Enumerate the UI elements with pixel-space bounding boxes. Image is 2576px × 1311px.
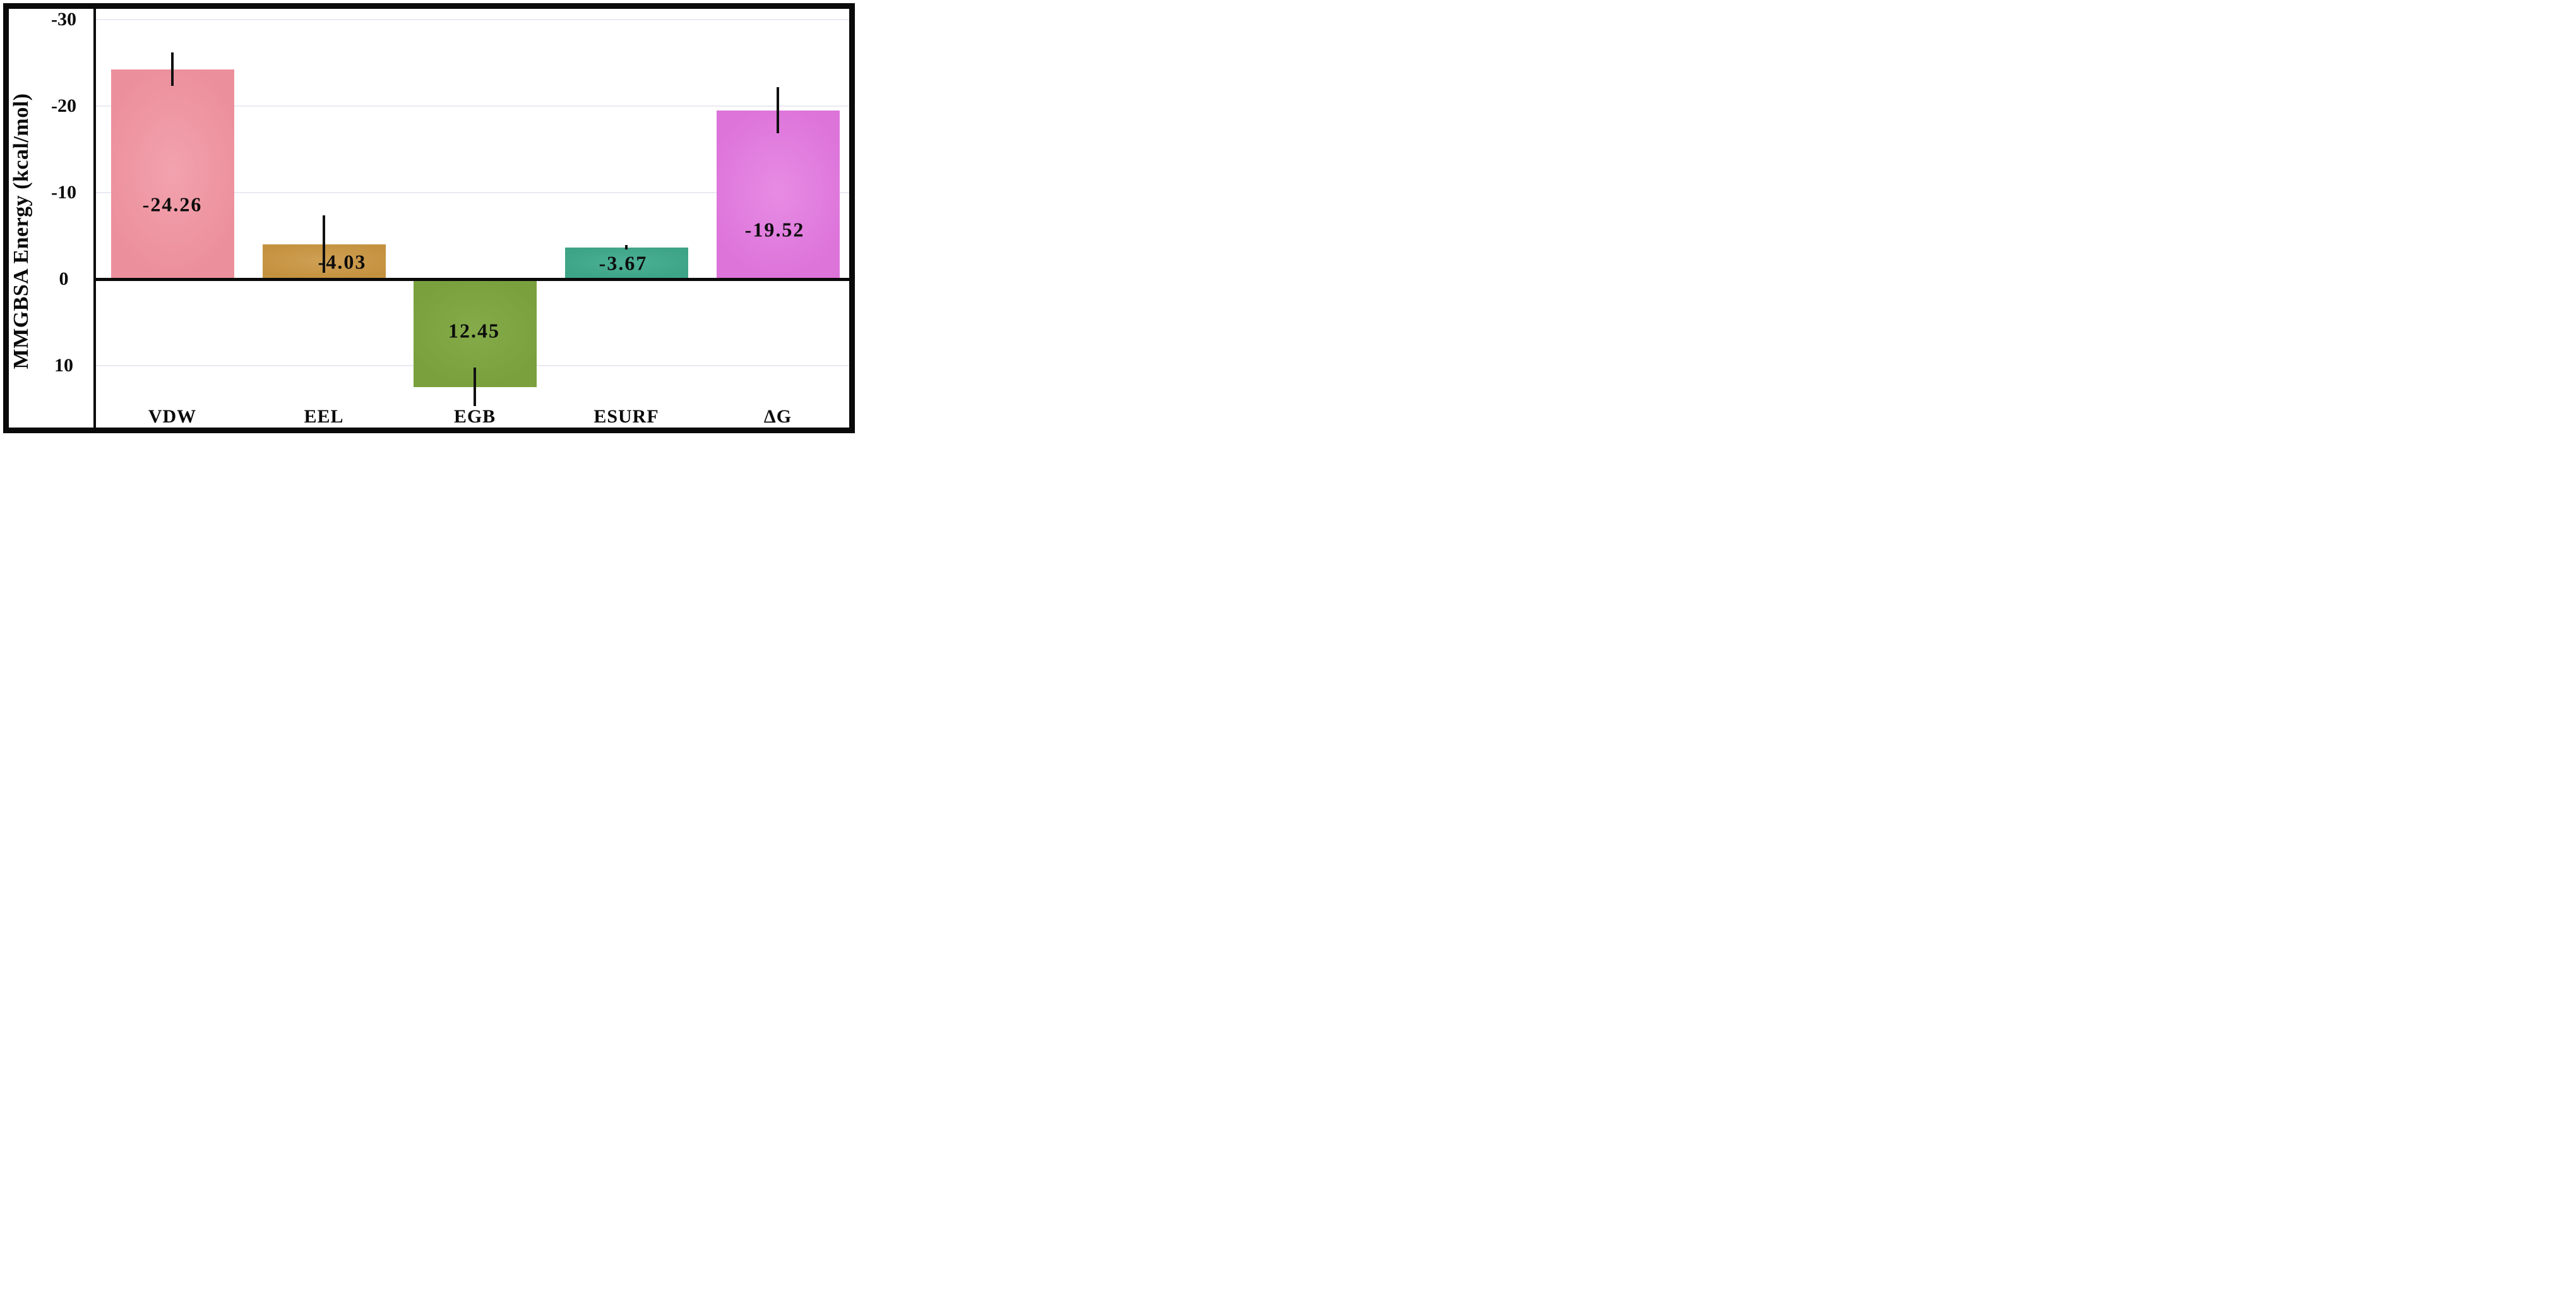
- y-axis-title: MMGBSA Energy (kcal/mol): [9, 93, 33, 369]
- x-category-label-EEL: EEL: [304, 406, 344, 427]
- bar-value-label-ESURF: -3.67: [599, 251, 648, 275]
- x-category-label-ESURF: ESURF: [593, 406, 659, 427]
- error-bar-EGB: [474, 367, 476, 407]
- bar-value-label-EGB: 12.45: [448, 319, 500, 342]
- bar-VDW: [110, 69, 234, 279]
- bar-value-label-ΔG: -19.52: [744, 218, 805, 241]
- bar-ESURF: [564, 247, 688, 279]
- y-axis-spine: [93, 9, 96, 428]
- y-tick-label--30: -30: [51, 9, 76, 30]
- y-tick-label-10: 10: [54, 355, 73, 376]
- gridline--20: [93, 105, 849, 107]
- x-category-label-EGB: EGB: [453, 406, 496, 427]
- error-bar-EEL: [323, 215, 325, 273]
- chart-canvas: MMGBSA Energy (kcal/mol) -30 -20 -10 0 10 -2…: [0, 0, 859, 437]
- gridline--30: [93, 19, 849, 20]
- bar-value-label-VDW: -24.26: [142, 193, 203, 216]
- y-tick-label--10: -10: [51, 182, 76, 203]
- zero-baseline: [93, 277, 849, 281]
- gridline--10: [93, 192, 849, 193]
- bar-ΔG: [716, 110, 840, 279]
- error-bar-ESURF: [625, 245, 628, 250]
- error-bar-ΔG: [777, 87, 779, 134]
- y-tick-label--20: -20: [51, 95, 76, 116]
- y-tick-label-0: 0: [59, 268, 69, 289]
- chart-frame: MMGBSA Energy (kcal/mol) -30 -20 -10 0 10 -2…: [3, 3, 855, 433]
- x-category-label-VDW: VDW: [148, 406, 197, 427]
- error-bar-VDW: [171, 52, 174, 87]
- plot-area: MMGBSA Energy (kcal/mol) -30 -20 -10 0 10 -2…: [9, 9, 849, 428]
- bar-value-label-EEL: -4.03: [318, 250, 367, 273]
- x-category-label-ΔG: ΔG: [763, 406, 792, 427]
